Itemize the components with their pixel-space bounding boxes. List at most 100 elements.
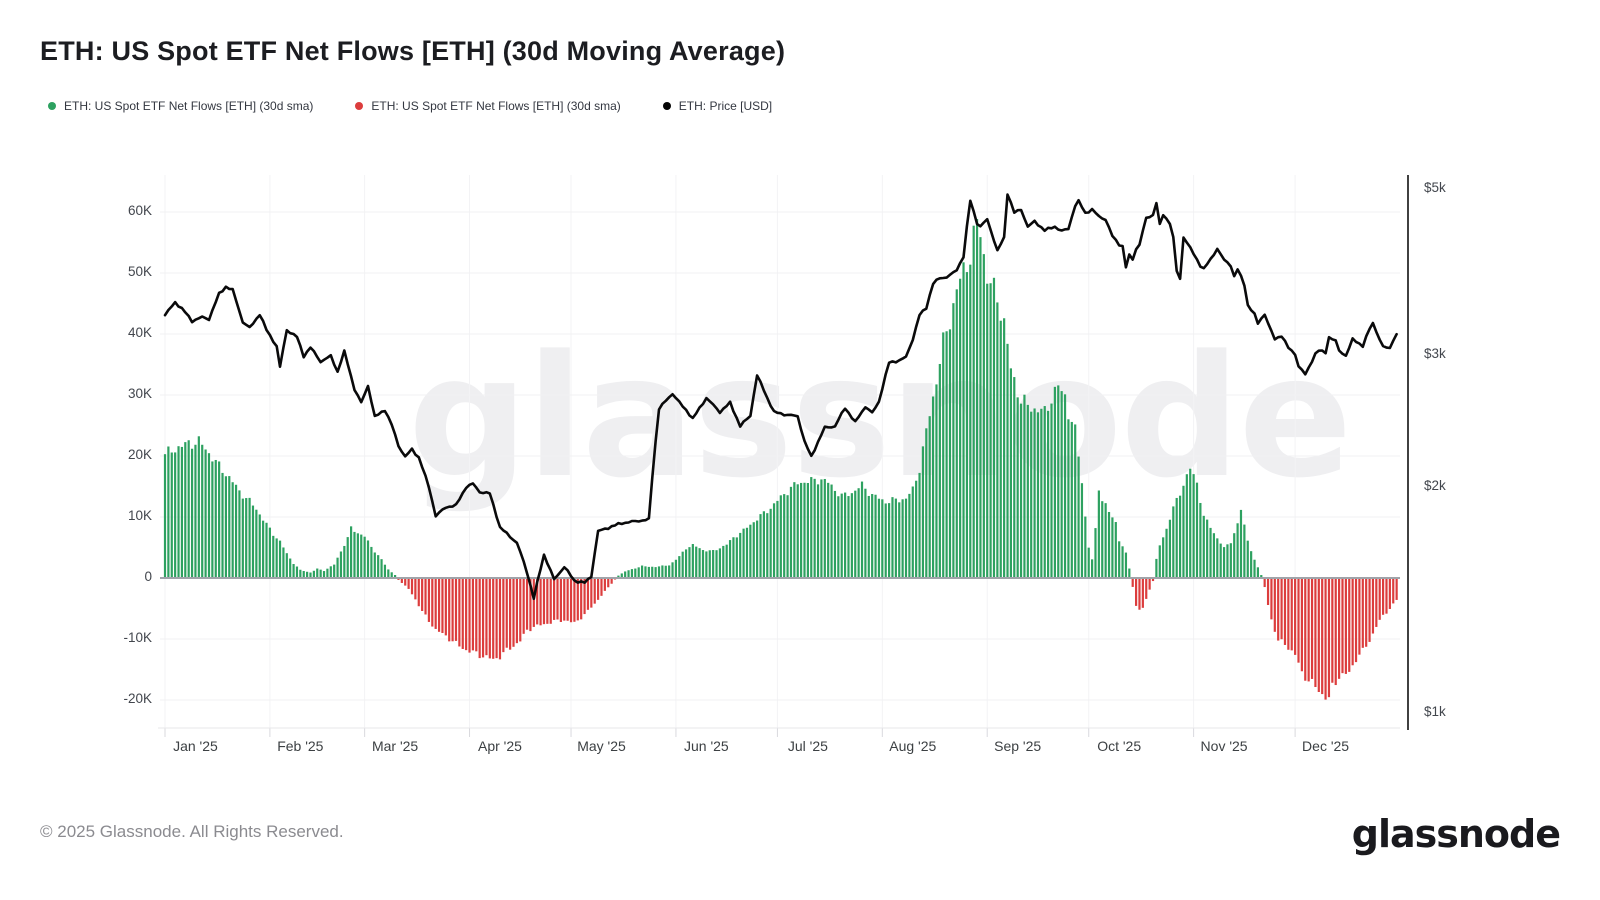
flow-bar-positive[interactable] bbox=[1212, 533, 1216, 578]
flow-bar-negative[interactable] bbox=[1297, 578, 1300, 663]
flow-bar-positive[interactable] bbox=[1019, 403, 1023, 578]
flow-bar-positive[interactable] bbox=[1033, 408, 1036, 578]
flow-bar-positive[interactable] bbox=[691, 544, 694, 578]
flow-bar-negative[interactable] bbox=[1327, 578, 1331, 698]
flow-bar-negative[interactable] bbox=[536, 578, 539, 625]
flow-bar-negative[interactable] bbox=[1385, 578, 1388, 614]
flow-bar-positive[interactable] bbox=[184, 442, 187, 578]
flow-bar-positive[interactable] bbox=[1047, 410, 1050, 578]
flow-bar-negative[interactable] bbox=[448, 578, 451, 642]
flow-bar-positive[interactable] bbox=[1233, 533, 1236, 578]
flow-bar-positive[interactable] bbox=[999, 320, 1002, 578]
flow-bar-positive[interactable] bbox=[708, 550, 711, 578]
flow-bar-negative[interactable] bbox=[593, 578, 596, 604]
flow-bar-negative[interactable] bbox=[471, 578, 475, 651]
flow-bar-positive[interactable] bbox=[688, 547, 691, 578]
flow-bar-positive[interactable] bbox=[1091, 559, 1094, 578]
flow-bar-positive[interactable] bbox=[299, 569, 302, 578]
flow-bar-positive[interactable] bbox=[884, 503, 887, 578]
flow-bar-positive[interactable] bbox=[319, 569, 322, 578]
flow-bar-positive[interactable] bbox=[674, 559, 678, 578]
flow-bar-negative[interactable] bbox=[475, 578, 478, 652]
flow-bar-positive[interactable] bbox=[353, 531, 356, 578]
flow-bar-positive[interactable] bbox=[1023, 394, 1026, 578]
flow-bar-positive[interactable] bbox=[194, 444, 197, 578]
flow-bar-positive[interactable] bbox=[969, 264, 972, 578]
flow-bar-negative[interactable] bbox=[586, 578, 590, 610]
flow-bar-negative[interactable] bbox=[468, 578, 471, 653]
flow-bar-positive[interactable] bbox=[854, 490, 857, 578]
flow-bar-positive[interactable] bbox=[877, 498, 881, 578]
flow-bar-positive[interactable] bbox=[1162, 537, 1165, 578]
flow-bar-positive[interactable] bbox=[163, 454, 167, 578]
flow-bar-positive[interactable] bbox=[1236, 523, 1239, 578]
flow-bar-positive[interactable] bbox=[1219, 543, 1222, 578]
flow-bar-negative[interactable] bbox=[478, 578, 481, 659]
flow-bar-positive[interactable] bbox=[776, 500, 779, 578]
flow-bar-positive[interactable] bbox=[1107, 511, 1111, 578]
flow-bar-positive[interactable] bbox=[356, 533, 359, 578]
flow-bar-positive[interactable] bbox=[393, 575, 397, 578]
flow-bar-positive[interactable] bbox=[962, 262, 965, 578]
flow-bar-positive[interactable] bbox=[891, 497, 894, 578]
flow-bar-positive[interactable] bbox=[312, 570, 315, 578]
flow-bar-positive[interactable] bbox=[1080, 483, 1084, 578]
flow-bar-positive[interactable] bbox=[796, 484, 799, 578]
flow-bar-positive[interactable] bbox=[816, 484, 820, 578]
legend-item-price[interactable]: ETH: Price [USD] bbox=[662, 99, 772, 113]
flow-bar-negative[interactable] bbox=[529, 578, 532, 632]
flow-bar-negative[interactable] bbox=[1395, 578, 1398, 600]
flow-bar-negative[interactable] bbox=[1338, 578, 1341, 679]
flow-bar-positive[interactable] bbox=[346, 537, 349, 578]
flow-bar-positive[interactable] bbox=[285, 553, 288, 578]
flow-bar-positive[interactable] bbox=[651, 566, 654, 578]
flow-bar-negative[interactable] bbox=[522, 578, 525, 634]
flow-bar-positive[interactable] bbox=[712, 550, 715, 578]
flow-bar-positive[interactable] bbox=[1050, 403, 1053, 578]
flow-bar-positive[interactable] bbox=[370, 546, 373, 578]
flow-bar-positive[interactable] bbox=[1040, 408, 1043, 578]
flow-bar-negative[interactable] bbox=[546, 578, 549, 624]
flow-bar-negative[interactable] bbox=[400, 578, 403, 583]
flow-bar-positive[interactable] bbox=[789, 486, 793, 578]
flow-bar-negative[interactable] bbox=[1290, 578, 1293, 651]
flow-bar-positive[interactable] bbox=[383, 564, 387, 578]
flow-bar-positive[interactable] bbox=[1189, 468, 1192, 578]
flow-bar-negative[interactable] bbox=[1138, 578, 1141, 610]
flow-bar-negative[interactable] bbox=[1145, 578, 1148, 599]
flow-bar-positive[interactable] bbox=[766, 513, 769, 578]
flow-bar-negative[interactable] bbox=[417, 578, 420, 607]
flow-bar-positive[interactable] bbox=[1229, 543, 1232, 578]
flow-bar-positive[interactable] bbox=[779, 495, 782, 578]
flow-bar-positive[interactable] bbox=[1067, 419, 1070, 578]
flow-bar-positive[interactable] bbox=[180, 446, 184, 578]
flow-bar-positive[interactable] bbox=[986, 283, 989, 578]
flow-bar-positive[interactable] bbox=[241, 498, 244, 578]
flow-bar-positive[interactable] bbox=[322, 571, 326, 578]
flow-bar-positive[interactable] bbox=[363, 536, 366, 578]
flow-bar-positive[interactable] bbox=[268, 527, 271, 578]
flow-bar-positive[interactable] bbox=[1172, 506, 1175, 578]
flow-bar-positive[interactable] bbox=[329, 566, 332, 578]
flow-bar-positive[interactable] bbox=[177, 446, 180, 578]
flow-bar-positive[interactable] bbox=[630, 569, 634, 578]
flow-bar-positive[interactable] bbox=[343, 545, 346, 578]
flow-bar-positive[interactable] bbox=[306, 571, 309, 578]
flow-bar-negative[interactable] bbox=[1368, 578, 1371, 642]
flow-bar-negative[interactable] bbox=[1287, 578, 1290, 650]
legend-item-netflows-negative[interactable]: ETH: US Spot ETF Net Flows [ETH] (30d sm… bbox=[355, 99, 621, 113]
flow-bar-negative[interactable] bbox=[607, 578, 610, 588]
flow-bar-positive[interactable] bbox=[336, 557, 339, 578]
flow-bar-positive[interactable] bbox=[295, 566, 299, 578]
flow-bar-negative[interactable] bbox=[1341, 578, 1344, 674]
flow-bar-positive[interactable] bbox=[1165, 528, 1168, 578]
flow-bar-negative[interactable] bbox=[488, 578, 491, 659]
flow-bar-negative[interactable] bbox=[519, 578, 522, 642]
flow-bar-positive[interactable] bbox=[387, 569, 390, 578]
flow-bar-positive[interactable] bbox=[668, 565, 671, 578]
flow-bar-negative[interactable] bbox=[441, 578, 444, 634]
flow-bar-positive[interactable] bbox=[1192, 474, 1195, 578]
flow-bar-positive[interactable] bbox=[898, 502, 901, 578]
flow-bar-positive[interactable] bbox=[904, 498, 908, 578]
